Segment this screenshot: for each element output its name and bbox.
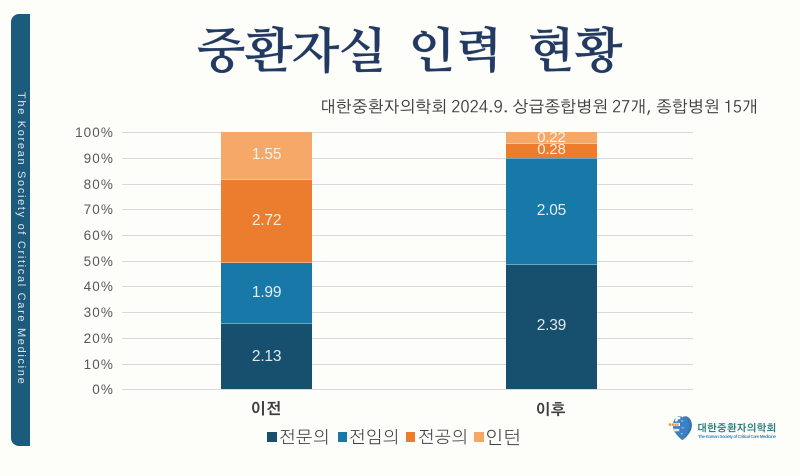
svg-text:The Korean Society of Critical: The Korean Society of Critical Care Medi… (698, 434, 776, 439)
